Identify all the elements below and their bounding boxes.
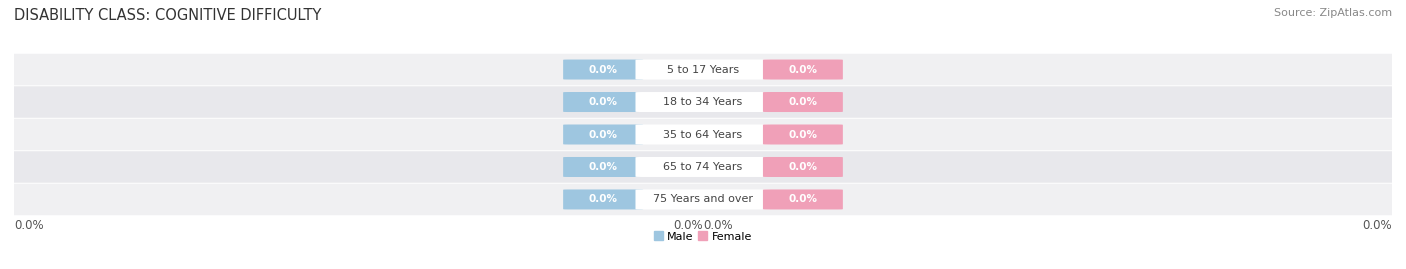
FancyBboxPatch shape xyxy=(763,92,842,112)
FancyBboxPatch shape xyxy=(0,86,1406,118)
FancyBboxPatch shape xyxy=(0,54,1406,85)
FancyBboxPatch shape xyxy=(564,92,643,112)
FancyBboxPatch shape xyxy=(636,59,770,80)
Text: 0.0%: 0.0% xyxy=(14,219,44,232)
Text: 18 to 34 Years: 18 to 34 Years xyxy=(664,97,742,107)
FancyBboxPatch shape xyxy=(636,92,770,112)
Text: 75 Years and over: 75 Years and over xyxy=(652,194,754,204)
Text: 0.0%: 0.0% xyxy=(589,65,617,75)
FancyBboxPatch shape xyxy=(636,189,770,210)
FancyBboxPatch shape xyxy=(0,119,1406,150)
Text: 0.0%: 0.0% xyxy=(789,194,817,204)
FancyBboxPatch shape xyxy=(564,157,643,177)
Legend: Male, Female: Male, Female xyxy=(650,227,756,246)
Text: 0.0%: 0.0% xyxy=(789,97,817,107)
FancyBboxPatch shape xyxy=(763,189,842,210)
FancyBboxPatch shape xyxy=(0,184,1406,215)
Text: 0.0%: 0.0% xyxy=(589,129,617,140)
Text: DISABILITY CLASS: COGNITIVE DIFFICULTY: DISABILITY CLASS: COGNITIVE DIFFICULTY xyxy=(14,8,322,23)
FancyBboxPatch shape xyxy=(763,125,842,144)
Text: 0.0%: 0.0% xyxy=(673,219,703,232)
FancyBboxPatch shape xyxy=(564,189,643,210)
Text: 5 to 17 Years: 5 to 17 Years xyxy=(666,65,740,75)
FancyBboxPatch shape xyxy=(636,125,770,144)
Text: 0.0%: 0.0% xyxy=(589,162,617,172)
Text: 0.0%: 0.0% xyxy=(789,129,817,140)
Text: 0.0%: 0.0% xyxy=(703,219,733,232)
FancyBboxPatch shape xyxy=(564,125,643,144)
Text: 0.0%: 0.0% xyxy=(789,65,817,75)
Text: 0.0%: 0.0% xyxy=(589,97,617,107)
FancyBboxPatch shape xyxy=(0,151,1406,183)
FancyBboxPatch shape xyxy=(763,157,842,177)
FancyBboxPatch shape xyxy=(564,59,643,80)
Text: 0.0%: 0.0% xyxy=(789,162,817,172)
Text: 0.0%: 0.0% xyxy=(1362,219,1392,232)
Text: Source: ZipAtlas.com: Source: ZipAtlas.com xyxy=(1274,8,1392,18)
FancyBboxPatch shape xyxy=(636,157,770,177)
FancyBboxPatch shape xyxy=(763,59,842,80)
Text: 0.0%: 0.0% xyxy=(589,194,617,204)
Text: 65 to 74 Years: 65 to 74 Years xyxy=(664,162,742,172)
Text: 35 to 64 Years: 35 to 64 Years xyxy=(664,129,742,140)
